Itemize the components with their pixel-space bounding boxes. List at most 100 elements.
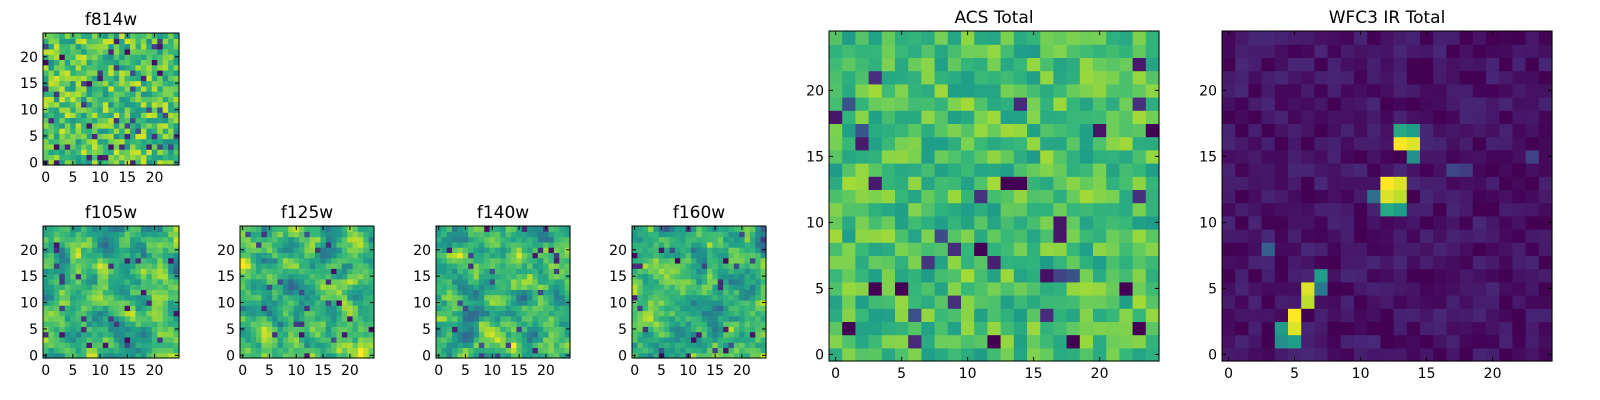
- heatmap-cell: [102, 289, 109, 296]
- heatmap-cell: [288, 278, 295, 285]
- heatmap-cell: [637, 331, 644, 338]
- heatmap-cell: [1040, 268, 1054, 283]
- heatmap-cell: [75, 257, 82, 264]
- heatmap-cell: [521, 284, 528, 290]
- heatmap-cell: [934, 123, 949, 138]
- heatmap-cell: [733, 326, 740, 333]
- heatmap-cell: [108, 299, 115, 306]
- heatmap-cell: [130, 226, 137, 232]
- heatmap-cell: [895, 334, 909, 349]
- heatmap-cell: [48, 310, 55, 317]
- heatmap-cell: [494, 289, 501, 296]
- heatmap-cell: [135, 128, 142, 134]
- heatmap-cell: [293, 252, 300, 259]
- heatmap-cell: [717, 268, 724, 275]
- heatmap-cell: [728, 241, 735, 248]
- heatmap-cell: [293, 342, 300, 349]
- heatmap-cell: [272, 247, 279, 253]
- heatmap-cell: [64, 85, 71, 92]
- heatmap-cell: [86, 342, 93, 349]
- heatmap-cell: [484, 257, 491, 264]
- heatmap-cell: [1420, 215, 1434, 230]
- heatmap-cell: [947, 242, 962, 256]
- heatmap-cell: [868, 44, 883, 58]
- heatmap-cell: [146, 143, 153, 150]
- heatmap-cell: [320, 268, 327, 275]
- heatmap-cell: [91, 262, 98, 269]
- heatmap-cell: [1053, 57, 1068, 72]
- heatmap-cell: [441, 262, 448, 269]
- heatmap-cell: [1132, 136, 1147, 151]
- heatmap-cell: [309, 336, 316, 343]
- heatmap-cell: [1119, 83, 1134, 98]
- heatmap-cell: [48, 64, 55, 71]
- heatmap-cell: [81, 48, 88, 55]
- heatmap-cell: [446, 268, 453, 275]
- heatmap-cell: [140, 85, 147, 92]
- heatmap-cell: [1314, 334, 1329, 349]
- heatmap-cell: [1327, 57, 1342, 72]
- heatmap-cell: [341, 262, 348, 269]
- heatmap-cell: [124, 117, 131, 124]
- heatmap-cell: [680, 331, 687, 338]
- heatmap-cell: [658, 252, 665, 259]
- heatmap-cell: [320, 299, 327, 306]
- x-tick-label: 20: [1484, 366, 1502, 382]
- heatmap-cell: [1433, 189, 1447, 204]
- heatmap-cell: [961, 202, 975, 217]
- heatmap-cell: [457, 252, 464, 259]
- heatmap-cell: [436, 347, 442, 354]
- y-tick-label: 10: [217, 296, 235, 312]
- heatmap-cell: [478, 321, 485, 327]
- heatmap-cell: [680, 347, 687, 354]
- heatmap-cell: [336, 284, 343, 290]
- heatmap-cell: [947, 110, 962, 124]
- heatmap-cell: [1446, 163, 1461, 177]
- heatmap-cell: [707, 326, 713, 333]
- heatmap-cell: [81, 278, 88, 285]
- heatmap-cell: [277, 257, 284, 264]
- heatmap-cell: [701, 342, 708, 349]
- heatmap-cell: [325, 342, 332, 349]
- heatmap-cell: [43, 154, 50, 161]
- heatmap-cell: [921, 31, 936, 45]
- heatmap-cell: [1538, 97, 1553, 111]
- heatmap-cell: [119, 326, 126, 333]
- heatmap-cell: [1235, 229, 1249, 243]
- heatmap-cell: [1406, 123, 1421, 138]
- heatmap-cell: [1446, 149, 1461, 164]
- heatmap-cell: [113, 336, 120, 343]
- heatmap-cell: [685, 315, 692, 322]
- heatmap-cell: [1040, 44, 1054, 58]
- heatmap-cell: [81, 43, 88, 50]
- heatmap-cell: [43, 128, 50, 134]
- heatmap-cell: [240, 284, 246, 290]
- heatmap-cell: [680, 310, 687, 317]
- heatmap-cell: [108, 133, 115, 140]
- heatmap-cell: [108, 101, 115, 108]
- y-tick-label: 5: [1208, 281, 1217, 297]
- heatmap-cell: [309, 241, 316, 248]
- heatmap-cell: [113, 43, 120, 50]
- heatmap-cell: [895, 347, 909, 362]
- x-tick-label: 0: [238, 363, 247, 379]
- heatmap-cell: [1367, 123, 1381, 138]
- heatmap-cell: [701, 262, 708, 269]
- heatmap-cell: [113, 226, 120, 232]
- heatmap-cell: [749, 336, 756, 343]
- heatmap-cell: [707, 273, 713, 280]
- heatmap-cell: [70, 143, 77, 150]
- heatmap-cell: [331, 268, 338, 275]
- heatmap-cell: [701, 305, 708, 312]
- heatmap-cell: [669, 326, 676, 333]
- heatmap-cell: [855, 308, 870, 322]
- heatmap-cell: [1486, 57, 1500, 72]
- heatmap-cell: [97, 154, 104, 161]
- heatmap-cell: [130, 278, 137, 285]
- heatmap-cell: [1145, 97, 1160, 111]
- heatmap-cell: [157, 128, 164, 134]
- heatmap-cell: [245, 252, 252, 259]
- heatmap-cell: [473, 352, 480, 359]
- heatmap-cell: [70, 149, 77, 156]
- heatmap-cell: [1222, 97, 1236, 111]
